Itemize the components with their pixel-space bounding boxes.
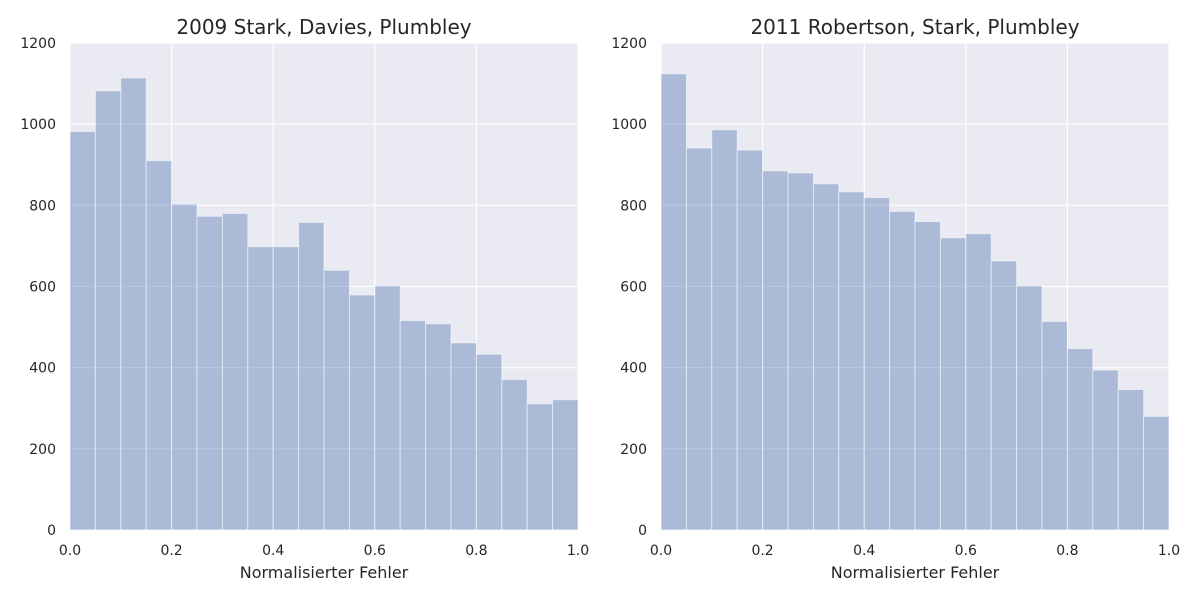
histogram-bar xyxy=(787,172,814,531)
y-tick-label: 800 xyxy=(29,198,56,214)
histogram-bar xyxy=(838,191,865,531)
histogram-bar xyxy=(990,260,1018,531)
histogram-bar xyxy=(526,403,554,531)
histogram-bar xyxy=(475,353,503,531)
histogram-bar xyxy=(1016,285,1043,531)
y-tick-label: 200 xyxy=(29,442,56,458)
y-tick-label: 0 xyxy=(47,523,56,539)
y-tick-label: 0 xyxy=(638,523,647,539)
x-tick-label: 1.0 xyxy=(1158,543,1180,559)
histogram-bar xyxy=(736,149,764,531)
histogram-bar xyxy=(552,399,579,531)
y-tick-label: 600 xyxy=(620,280,647,296)
histogram-bar xyxy=(425,323,452,531)
x-tick-label: 0.8 xyxy=(1056,543,1078,559)
histogram-bar xyxy=(196,215,223,531)
histogram-bar xyxy=(1041,320,1068,531)
y-tick-label: 1000 xyxy=(611,117,647,133)
x-tick-label: 0.0 xyxy=(650,543,672,559)
histogram-bar xyxy=(1143,415,1170,531)
y-tick-label: 600 xyxy=(29,280,56,296)
histogram-bar xyxy=(660,73,687,531)
histogram-bar xyxy=(762,170,789,531)
histogram-bar xyxy=(171,203,198,531)
x-tick-label: 1.0 xyxy=(567,543,589,559)
x-tick-label: 0.8 xyxy=(465,543,487,559)
y-tick-label: 1000 xyxy=(20,117,56,133)
x-tick-label: 0.0 xyxy=(59,543,81,559)
histogram-bar xyxy=(450,342,477,531)
histogram-bar xyxy=(1092,369,1119,531)
histogram-bar xyxy=(221,212,249,531)
x-tick-label: 0.2 xyxy=(751,543,773,559)
histogram-bar xyxy=(711,129,738,531)
histogram-panel-2011: 0.0 0.2 0.4 0.6 0.8 1.0 0 200 400 600 800 1000 1200 2… xyxy=(611,15,1180,582)
histogram-bar xyxy=(399,320,427,531)
y-tick-label: 1200 xyxy=(20,36,56,52)
histogram-bar xyxy=(939,237,967,531)
x-tick-label: 0.2 xyxy=(160,543,182,559)
histogram-bar xyxy=(69,130,96,531)
x-tick-label: 0.6 xyxy=(955,543,977,559)
histogram-bar xyxy=(145,160,173,531)
y-tick-label: 800 xyxy=(620,198,647,214)
histogram-bar xyxy=(348,294,376,531)
histogram-bar xyxy=(685,147,713,531)
x-tick-label: 0.6 xyxy=(364,543,386,559)
histogram-bar xyxy=(914,221,941,531)
histogram-bar xyxy=(120,77,147,531)
histogram-bar xyxy=(812,183,840,531)
histogram-bar xyxy=(323,269,350,531)
chart-title: 2009 Stark, Davies, Plumbley xyxy=(176,15,471,39)
y-tick-label: 1200 xyxy=(611,36,647,52)
histogram-bar xyxy=(1066,348,1094,531)
histogram-bar xyxy=(94,90,122,531)
y-tick-label: 400 xyxy=(620,361,647,377)
histogram-bar xyxy=(1117,389,1145,531)
x-tick-label: 0.4 xyxy=(853,543,875,559)
histogram-bar xyxy=(298,221,325,531)
histogram-bar xyxy=(501,378,528,531)
histogram-bar xyxy=(863,197,891,531)
chart-title: 2011 Robertson, Stark, Plumbley xyxy=(750,15,1079,39)
histogram-bar xyxy=(889,210,916,531)
x-axis-label: Normalisierter Fehler xyxy=(831,563,1000,582)
x-axis-label: Normalisierter Fehler xyxy=(240,563,409,582)
histogram-bar xyxy=(374,285,401,531)
x-tick-label: 0.4 xyxy=(262,543,284,559)
histogram-bar xyxy=(247,246,274,531)
histogram-panel-2009: 0.0 0.2 0.4 0.6 0.8 1.0 0 200 400 600 800 1000 1200 2… xyxy=(20,15,589,582)
histogram-bar xyxy=(965,233,992,531)
histogram-bar xyxy=(272,246,300,531)
y-tick-label: 200 xyxy=(620,442,647,458)
y-tick-label: 400 xyxy=(29,361,56,377)
